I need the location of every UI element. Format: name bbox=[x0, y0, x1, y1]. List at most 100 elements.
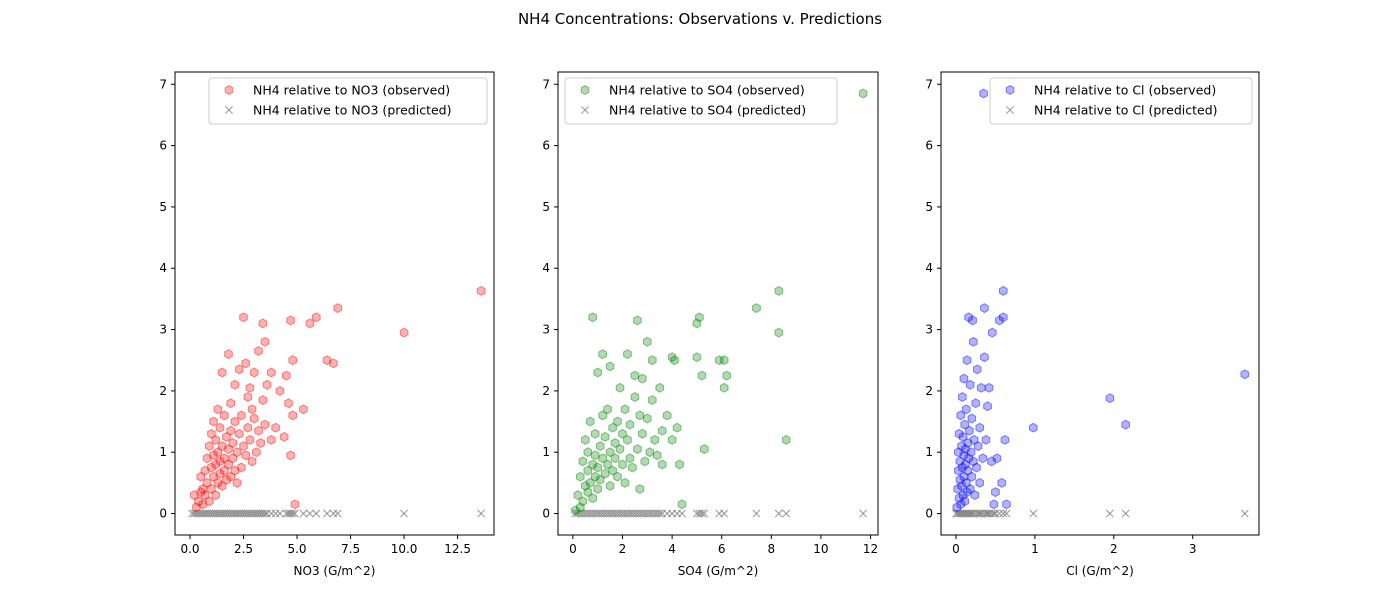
observed-point bbox=[625, 419, 635, 430]
legend: NH4 relative to SO4 (observed) NH4 relati… bbox=[564, 77, 838, 125]
observed-point bbox=[969, 456, 978, 467]
predicted-point bbox=[275, 509, 284, 518]
x-tick-label: 10 bbox=[813, 542, 828, 556]
observed-point bbox=[224, 349, 233, 360]
legend-box bbox=[564, 77, 838, 125]
predicted-point bbox=[333, 509, 342, 518]
observed-point bbox=[719, 355, 729, 366]
axes-frame bbox=[557, 71, 879, 536]
observed-point bbox=[959, 373, 969, 384]
y-tick-label: 0 bbox=[925, 507, 933, 521]
observed-point bbox=[226, 425, 235, 436]
y-tick-label: 4 bbox=[542, 261, 550, 275]
observed-point bbox=[215, 422, 225, 433]
observed-point bbox=[215, 468, 225, 479]
observed-point bbox=[635, 410, 645, 421]
y-tick-label: 2 bbox=[542, 384, 550, 398]
legend-marker bbox=[224, 85, 234, 95]
observed-point bbox=[234, 428, 244, 439]
observed-point bbox=[600, 431, 610, 442]
observed-point bbox=[209, 416, 218, 427]
x-tick-label: 6 bbox=[718, 542, 726, 556]
observed-point bbox=[282, 370, 291, 381]
predicted-point bbox=[720, 509, 729, 518]
observed-point bbox=[207, 462, 216, 473]
observed-point bbox=[719, 382, 729, 393]
observed-point bbox=[605, 447, 615, 458]
observed-point bbox=[633, 444, 642, 455]
axes-frame bbox=[174, 71, 495, 536]
observed-point bbox=[957, 480, 966, 491]
observed-point bbox=[958, 392, 967, 402]
observed-point bbox=[219, 410, 229, 421]
observed-point bbox=[305, 318, 315, 329]
y-tick-label: 6 bbox=[925, 139, 933, 153]
y-tick-label: 3 bbox=[925, 323, 933, 337]
observed-point bbox=[969, 434, 979, 445]
observed-point bbox=[243, 392, 253, 402]
legend-label: NH4 relative to SO4 (observed) bbox=[609, 83, 805, 98]
predicted-point bbox=[967, 509, 976, 518]
observed-point bbox=[593, 484, 602, 494]
x-axis-label: NO3 (G/m^2) bbox=[294, 564, 376, 578]
legend-label: NH4 relative to Cl (observed) bbox=[1034, 83, 1216, 98]
predicted-point bbox=[288, 509, 297, 518]
observed-point bbox=[648, 395, 657, 406]
observed-point bbox=[196, 487, 205, 498]
observed-point bbox=[1029, 422, 1038, 433]
series-observed bbox=[952, 88, 1250, 513]
observed-point bbox=[224, 459, 233, 470]
predicted-point bbox=[477, 509, 486, 518]
y-tick-label: 0 bbox=[159, 507, 167, 521]
observed-point bbox=[633, 315, 642, 326]
legend: NH4 relative to Cl (observed) NH4 relativ… bbox=[989, 77, 1253, 125]
observed-point bbox=[999, 285, 1008, 296]
observed-point bbox=[581, 480, 590, 491]
observed-point bbox=[237, 462, 246, 473]
observed-point bbox=[583, 447, 593, 458]
observed-point bbox=[987, 456, 996, 467]
observed-point bbox=[267, 367, 276, 378]
scatter-panel-1: 0.0 2.5 5.0 7.5 10.0 12.5 0 1 2 3 4 5 6 7 NO3 (G/m^2) N… bbox=[159, 71, 495, 578]
observed-point bbox=[610, 438, 620, 448]
observed-point bbox=[267, 434, 276, 445]
observed-point bbox=[204, 496, 214, 507]
observed-point bbox=[1105, 393, 1115, 404]
observed-point bbox=[692, 318, 702, 329]
x-tick-label: 0.0 bbox=[180, 542, 199, 556]
observed-point bbox=[600, 468, 610, 479]
observed-point bbox=[588, 312, 597, 323]
observed-point bbox=[254, 425, 263, 436]
observed-point bbox=[213, 447, 223, 458]
observed-point bbox=[961, 444, 970, 455]
observed-point bbox=[966, 447, 976, 458]
observed-point bbox=[989, 499, 999, 510]
observed-point bbox=[578, 456, 588, 467]
x-tick-label: 2 bbox=[619, 542, 627, 556]
observed-point bbox=[213, 404, 223, 415]
y-tick-label: 2 bbox=[159, 384, 167, 398]
observed-point bbox=[675, 459, 684, 470]
observed-point bbox=[961, 459, 970, 470]
observed-point bbox=[620, 404, 630, 415]
legend-box bbox=[208, 77, 488, 125]
observed-point bbox=[956, 410, 965, 421]
observed-point bbox=[234, 364, 244, 375]
observed-point bbox=[598, 453, 607, 464]
x-tick-label: 1 bbox=[1031, 542, 1039, 556]
observed-point bbox=[858, 88, 868, 99]
x-tick-label: 12.5 bbox=[444, 542, 471, 556]
observed-point bbox=[692, 352, 702, 363]
observed-point bbox=[215, 456, 225, 467]
observed-point bbox=[980, 352, 989, 363]
legend-marker bbox=[580, 85, 590, 95]
observed-point bbox=[200, 490, 210, 501]
predicted-point bbox=[774, 509, 783, 518]
observed-point bbox=[590, 471, 600, 482]
predicted-point bbox=[975, 509, 984, 518]
observed-point bbox=[399, 327, 409, 338]
predicted-point bbox=[697, 509, 706, 518]
observed-point bbox=[329, 358, 338, 369]
observed-point bbox=[955, 456, 965, 467]
